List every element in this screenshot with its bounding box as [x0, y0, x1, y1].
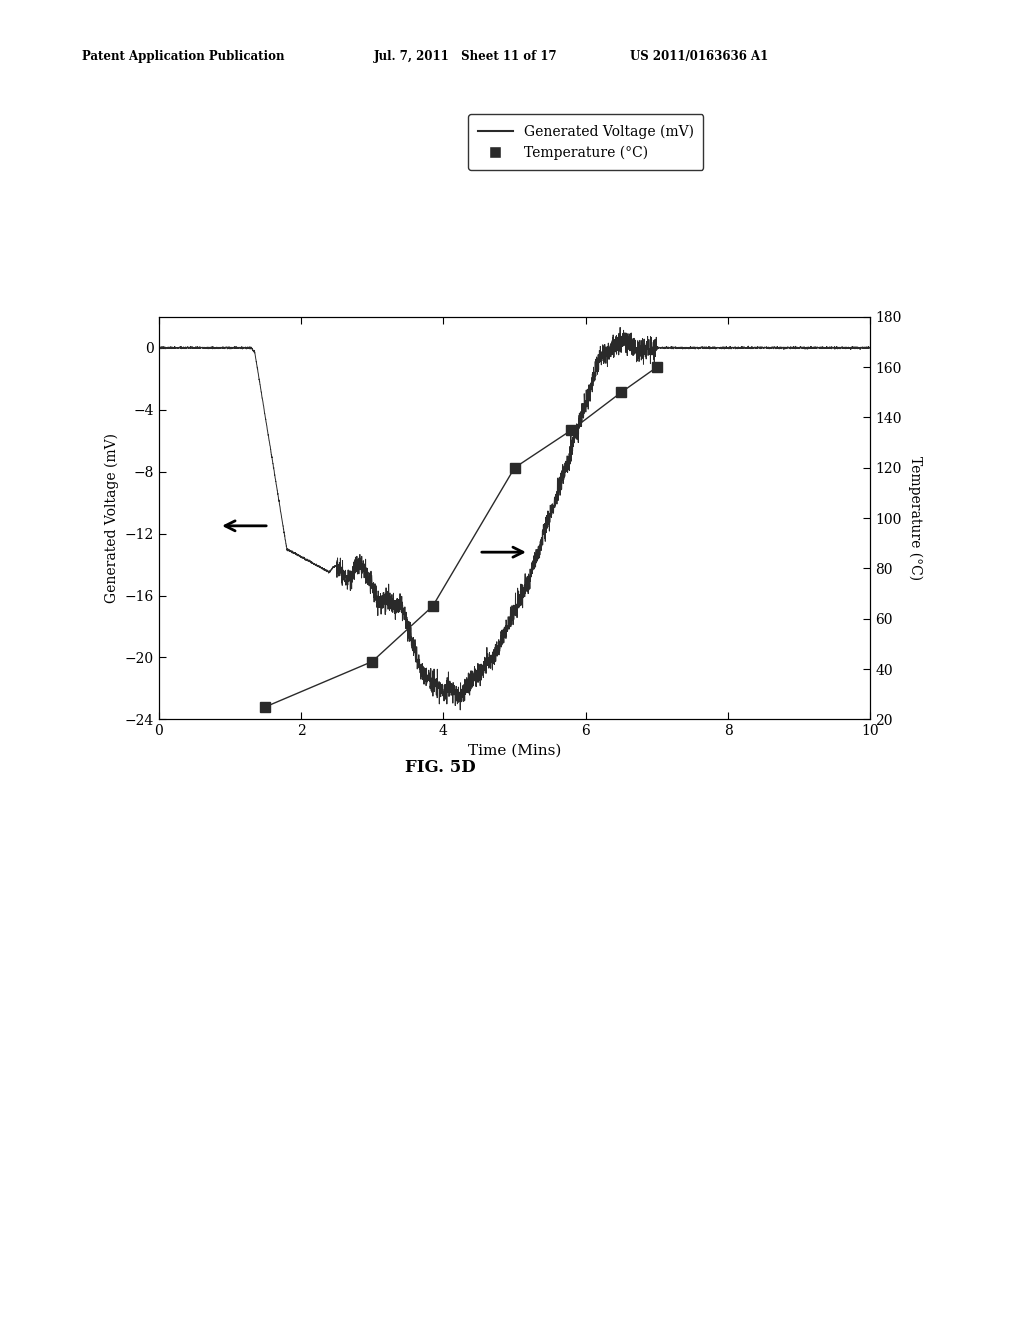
Legend: Generated Voltage (mV), Temperature (°C): Generated Voltage (mV), Temperature (°C)	[468, 115, 703, 169]
Text: US 2011/0163636 A1: US 2011/0163636 A1	[630, 50, 768, 63]
Y-axis label: Temperature (°C): Temperature (°C)	[908, 455, 923, 581]
Y-axis label: Generated Voltage (mV): Generated Voltage (mV)	[104, 433, 119, 603]
Text: Jul. 7, 2011   Sheet 11 of 17: Jul. 7, 2011 Sheet 11 of 17	[374, 50, 557, 63]
X-axis label: Time (Mins): Time (Mins)	[468, 743, 561, 758]
Text: Patent Application Publication: Patent Application Publication	[82, 50, 285, 63]
Text: FIG. 5D: FIG. 5D	[404, 759, 476, 776]
